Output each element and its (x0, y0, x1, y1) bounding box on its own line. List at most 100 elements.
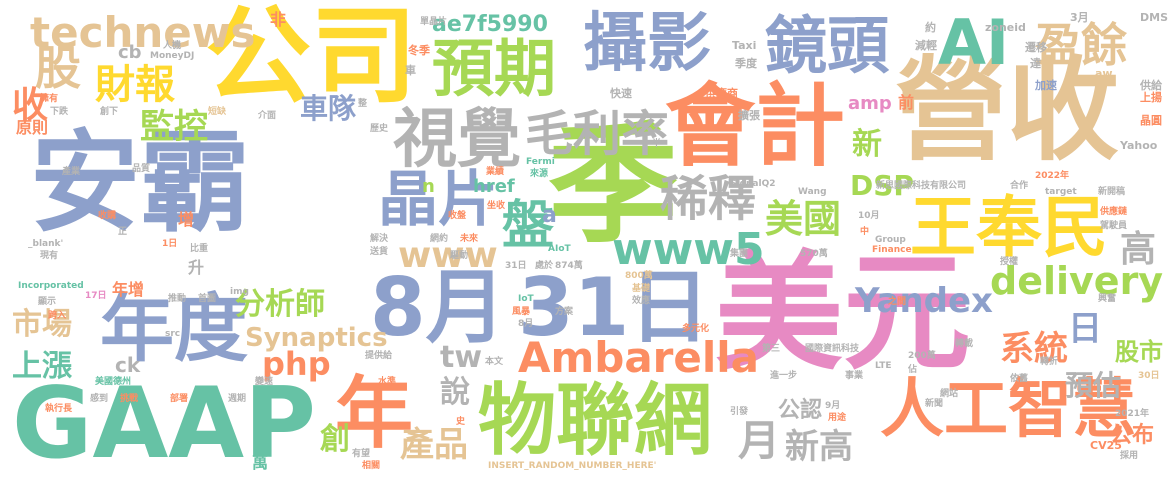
cloud-word: 風暴 (512, 307, 531, 317)
cloud-word: 視覺 (393, 103, 521, 177)
cloud-word: aw (1095, 67, 1113, 80)
cloud-word: 有望 (352, 449, 371, 459)
cloud-word: 公司 (205, 0, 417, 118)
cloud-word: 財報 (95, 62, 175, 108)
cloud-word: 2021年 (1115, 409, 1150, 419)
cloud-word: 年 (335, 369, 414, 459)
cloud-word: 品質 (132, 164, 151, 174)
cloud-word: 萬 (252, 453, 269, 472)
cloud-word: 網站 (940, 389, 959, 399)
cloud-word: 感到 (90, 394, 109, 404)
cloud-word: 週期 (228, 394, 247, 404)
cloud-word: ck (115, 353, 141, 377)
cloud-word: target (1045, 187, 1077, 197)
cloud-word: 美國德州 (95, 377, 132, 387)
cloud-word: 基礎 (632, 284, 651, 294)
cloud-word: 介面 (258, 111, 277, 121)
cloud-word: 佔 (908, 365, 918, 375)
cloud-word: 增 (178, 210, 195, 229)
cloud-word: _blank' (28, 239, 64, 249)
cloud-word: 年增 (112, 280, 145, 299)
cloud-word: AIoT (548, 244, 571, 254)
cloud-word: 前 (898, 93, 915, 112)
cloud-word: 人機 (163, 41, 182, 51)
cloud-word: 原則 (16, 118, 49, 137)
cloud-word: 公認 (778, 398, 823, 423)
cloud-word: 新高 (785, 427, 853, 467)
cloud-word: 送貨 (370, 247, 389, 257)
cloud-word: GAAP (12, 367, 316, 481)
cloud-word: Yandex (855, 281, 993, 321)
cloud-word: 約 (925, 21, 936, 34)
cloud-word: 顯示 (38, 297, 57, 307)
cloud-word: 提供給 (365, 351, 393, 361)
cloud-word: LTE (875, 361, 892, 371)
cloud-word: 日 (1068, 309, 1102, 349)
cloud-word: AI (938, 6, 1010, 79)
cloud-word: 31日 (518, 261, 710, 354)
cloud-word: Synaptics (245, 323, 388, 353)
cloud-word: 擴張 (738, 109, 760, 122)
cloud-word: 本文 (485, 357, 504, 367)
cloud-word: 安霸 (30, 119, 250, 247)
cloud-word: MoneyDJ (150, 51, 195, 61)
cloud-word: www5 (612, 224, 765, 275)
cloud-word: href (473, 176, 515, 197)
cloud-word: 收購 (98, 211, 117, 221)
cloud-word: 新思國際科技有限公司 (876, 181, 967, 191)
cloud-word: 新開稿 (1098, 187, 1126, 197)
cloud-word: 供給 (1140, 79, 1162, 92)
cloud-word: cb (118, 42, 142, 63)
cloud-word: 晶片 (378, 165, 498, 235)
cloud-word: Fermi (526, 157, 555, 167)
cloud-word: 系統 (1000, 329, 1068, 369)
cloud-word: 興奮 (1098, 294, 1117, 304)
cloud-word: 季 (548, 109, 679, 261)
cloud-word: 來源 (530, 169, 549, 179)
cloud-word: 分析師 (235, 287, 325, 322)
cloud-word: 升 (188, 258, 205, 277)
cloud-word: 達 (1030, 57, 1041, 70)
cloud-word: 歷史 (370, 124, 389, 134)
cloud-word: 美元 (715, 239, 972, 388)
cloud-word: 美國 (765, 197, 842, 241)
cloud-word: 30日 (1138, 371, 1160, 381)
cloud-word: 股市 (1115, 338, 1163, 366)
cloud-word: 部署 (170, 394, 189, 404)
cloud-word: 減輕 (915, 39, 937, 52)
cloud-word: 引發 (730, 407, 749, 417)
cloud-word: 挑戰 (120, 394, 139, 404)
cloud-word: 駕駛員 (1100, 221, 1128, 231)
cloud-word: amp (848, 93, 892, 114)
cloud-word: 授權 (1000, 257, 1019, 267)
cloud-word: src (165, 329, 181, 339)
cloud-word: INSERT_RANDOM_NUMBER_HERE' (488, 461, 657, 471)
cloud-word: 變速 (255, 377, 274, 387)
cloud-word: 晶圓 (1140, 114, 1162, 127)
cloud-word: 轉折 (1040, 357, 1059, 367)
cloud-word: 車 (405, 64, 416, 77)
cloud-word: 轉載 (955, 339, 974, 349)
cloud-word: 創 (320, 422, 350, 457)
cloud-word: n (422, 176, 435, 197)
cloud-word: 比重 (190, 244, 209, 254)
cloud-word: 攝影 (583, 7, 711, 81)
cloud-word: 預估 (1065, 369, 1122, 402)
cloud-word: 依舊 (1010, 374, 1029, 384)
cloud-word: 3月 (1070, 11, 1089, 24)
cloud-word: 稀釋 (660, 171, 757, 227)
cloud-word: SignalQ2 (730, 179, 776, 189)
cloud-word: 874萬 (555, 261, 583, 271)
cloud-word: 市場 (12, 307, 72, 342)
cloud-word: Finance (872, 245, 912, 255)
cloud-word: 加速 (1035, 79, 1057, 92)
cloud-word: 公布 (1110, 423, 1155, 448)
cloud-word: 8月 (518, 319, 534, 329)
cloud-word: 收盤 (448, 211, 467, 221)
cloud-word: IoT (518, 294, 534, 304)
cloud-word: 產業 (62, 167, 81, 177)
cloud-word: Taxi (732, 39, 757, 52)
cloud-word: 驅動 (450, 251, 469, 261)
cloud-word: 10月 (858, 211, 880, 221)
